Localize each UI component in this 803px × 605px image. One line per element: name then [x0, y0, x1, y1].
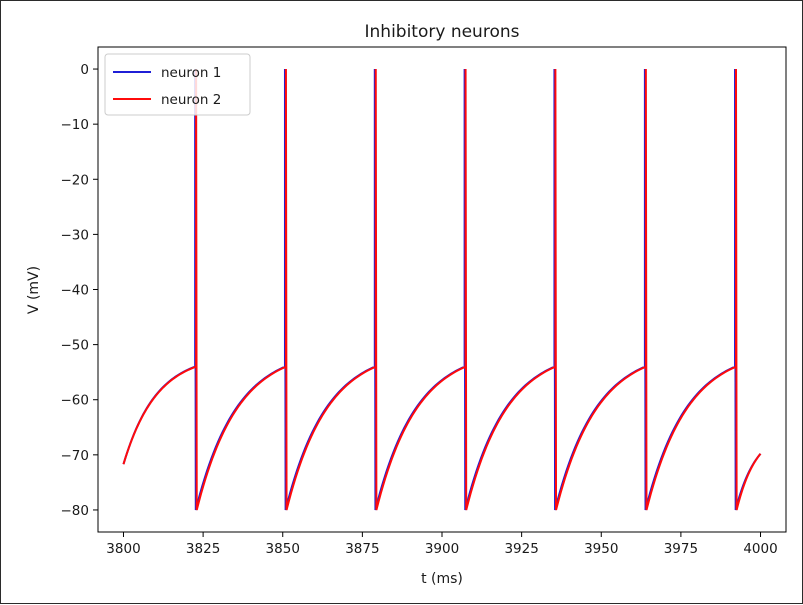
y-tick-label: −70 [61, 448, 90, 464]
y-axis-label: V (mV) [26, 266, 42, 314]
x-tick-label: 3850 [266, 541, 300, 557]
y-tick-label: −30 [61, 227, 90, 243]
legend-label: neuron 2 [161, 92, 221, 108]
y-tick-label: −20 [61, 172, 90, 188]
legend: neuron 1 neuron 2 [104, 53, 251, 116]
x-tick-label: 3875 [345, 541, 379, 557]
y-tick-label: −80 [61, 503, 90, 519]
legend-label: neuron 1 [161, 65, 221, 81]
x-tick-label: 3950 [584, 541, 618, 557]
axes-frame [97, 46, 787, 533]
chart-title: Inhibitory neurons [365, 22, 520, 42]
y-tick-label: −60 [61, 393, 90, 409]
x-axis-label: t (ms) [421, 571, 463, 587]
x-tick-label: 4000 [743, 541, 777, 557]
y-tick-label: −50 [61, 338, 90, 354]
x-tick-label: 3975 [664, 541, 698, 557]
x-tick-label: 3800 [106, 541, 140, 557]
x-tick-label: 3900 [425, 541, 459, 557]
plot-area: 3800 3825 3850 3875 3900 3925 3950 3975 4000 0 −10… [61, 46, 787, 557]
x-tick-label: 3925 [504, 541, 538, 557]
x-tick-label: 3825 [186, 541, 220, 557]
series-line-neuron-2 [122, 69, 762, 511]
y-tick-label: 0 [80, 62, 89, 78]
y-tick-label: −40 [61, 283, 90, 299]
y-tick-label: −10 [61, 117, 90, 133]
